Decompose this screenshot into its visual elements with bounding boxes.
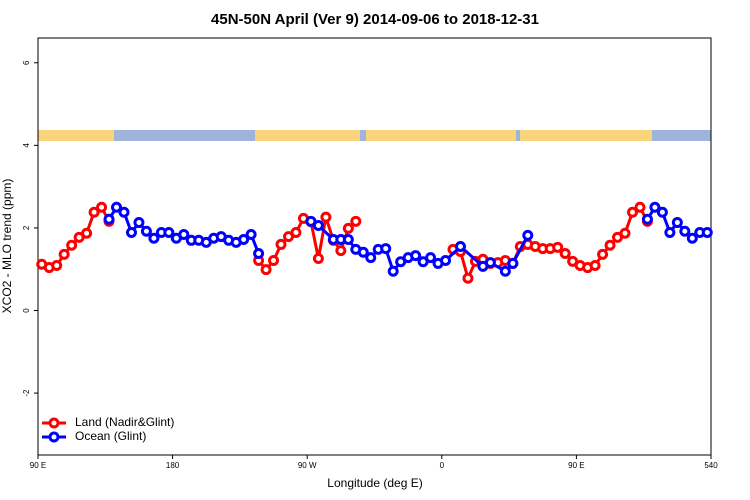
x-tick-label: 180 (166, 461, 180, 470)
data-point (260, 264, 272, 276)
data-point (656, 206, 668, 218)
data-point (380, 243, 392, 255)
data-point (81, 227, 93, 239)
legend-marker (48, 417, 60, 429)
data-point (312, 219, 324, 231)
data-point (58, 248, 70, 260)
data-point (66, 239, 78, 251)
data-point (320, 211, 332, 223)
data-point (148, 232, 160, 244)
data-point (88, 206, 100, 218)
legend-label: Land (Nadir&Glint) (75, 415, 174, 429)
data-point (679, 225, 691, 237)
data-point (454, 241, 466, 252)
data-point (462, 272, 474, 284)
data-point (499, 265, 511, 277)
y-tick-label: -2 (22, 389, 31, 397)
data-point (238, 233, 250, 245)
data-point (111, 201, 123, 213)
data-point (589, 259, 601, 271)
data-point (245, 229, 257, 241)
data-point (619, 227, 631, 239)
data-point (634, 201, 646, 213)
data-point (522, 229, 534, 241)
data-point (365, 252, 377, 264)
data-point (484, 257, 496, 269)
data-point (96, 201, 108, 213)
legend-label: Ocean (Glint) (75, 429, 146, 443)
plot-frame (37, 37, 712, 456)
data-point (552, 241, 564, 253)
data-point (140, 225, 152, 237)
data-point (357, 246, 369, 258)
data-point (118, 206, 130, 218)
data-point (387, 265, 399, 277)
data-point (178, 229, 190, 241)
data-point (253, 248, 265, 260)
data-point (342, 222, 354, 234)
data-point (664, 226, 676, 238)
data-point (671, 217, 683, 229)
data-point (440, 255, 452, 267)
data-point (103, 213, 115, 225)
data-point (268, 255, 280, 267)
data-point (559, 248, 571, 260)
data-point (342, 233, 354, 245)
x-tick-label: 0 (440, 461, 445, 470)
data-point (125, 226, 137, 238)
y-axis-label: XCO2 - MLO trend (ppm) (0, 179, 14, 314)
y-tick-label: 2 (22, 225, 31, 230)
y-tick-label: 4 (22, 143, 31, 148)
data-point (335, 245, 347, 257)
map-strip (38, 130, 711, 141)
data-point (425, 252, 437, 264)
data-point (133, 217, 145, 229)
data-point (350, 215, 362, 227)
data-point (312, 252, 324, 264)
data-point (410, 250, 422, 262)
data-point (604, 239, 616, 251)
x-tick-label: 90 W (298, 461, 317, 470)
data-point (649, 201, 661, 213)
data-point (163, 226, 175, 238)
x-tick-label: 540 (704, 461, 718, 470)
x-axis-label: Longitude (deg E) (327, 476, 422, 490)
data-point (686, 232, 698, 244)
legend-marker (48, 431, 60, 443)
y-tick-label: 6 (22, 60, 31, 65)
data-point (641, 213, 653, 225)
data-point (626, 206, 638, 218)
data-point (701, 226, 713, 238)
data-point (290, 226, 302, 238)
data-point (507, 257, 519, 269)
y-tick-label: 0 (22, 308, 31, 313)
x-tick-label: 90 E (568, 461, 584, 470)
data-point (597, 248, 609, 260)
chart-title: 45N-50N April (Ver 9) 2014-09-06 to 2018… (211, 11, 539, 28)
data-point (51, 259, 63, 271)
x-tick-label: 90 E (30, 461, 46, 470)
data-point (275, 238, 287, 250)
